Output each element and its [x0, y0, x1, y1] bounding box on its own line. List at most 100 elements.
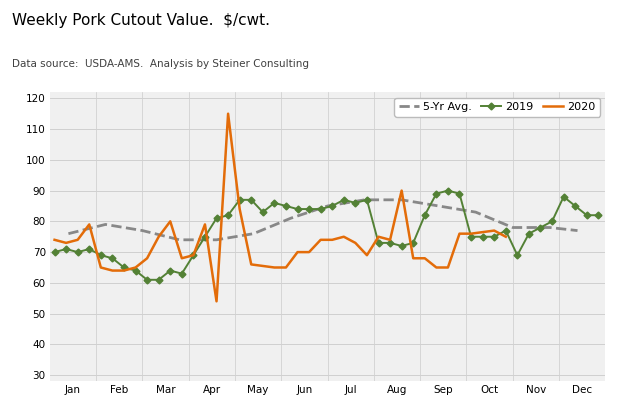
- 5-Yr Avg.: [435, 204, 442, 209]
- 2019: [432, 191, 440, 196]
- 2020: [305, 250, 313, 255]
- 2020: [294, 250, 301, 255]
- 2019: [583, 213, 590, 218]
- 2020: [467, 231, 475, 236]
- 2020: [74, 237, 81, 242]
- 5-Yr Avg.: [472, 210, 479, 215]
- 5-Yr Avg.: [398, 197, 406, 202]
- 2020: [155, 234, 162, 239]
- 2019: [85, 246, 93, 251]
- 2019: [386, 241, 394, 246]
- 2020: [409, 256, 417, 261]
- 5-Yr Avg.: [573, 228, 581, 233]
- 2019: [259, 210, 266, 215]
- 5-Yr Avg.: [102, 222, 109, 227]
- 2020: [352, 241, 359, 246]
- 2019: [456, 191, 463, 196]
- 5-Yr Avg.: [361, 197, 368, 202]
- 2019: [317, 207, 324, 212]
- 5-Yr Avg.: [139, 228, 146, 233]
- 2019: [595, 213, 602, 218]
- 2019: [201, 234, 208, 239]
- 2019: [467, 234, 475, 239]
- Text: Weekly Pork Cutout Value.  $/cwt.: Weekly Pork Cutout Value. $/cwt.: [12, 13, 270, 28]
- 2019: [537, 225, 544, 230]
- 2019: [398, 243, 406, 248]
- 2019: [120, 265, 128, 270]
- 2019: [409, 241, 417, 246]
- 2019: [190, 253, 197, 258]
- 2020: [282, 265, 290, 270]
- 2019: [225, 213, 232, 218]
- 2020: [363, 253, 371, 258]
- 2019: [375, 241, 383, 246]
- 2020: [271, 265, 278, 270]
- 2019: [479, 234, 486, 239]
- 2020: [236, 207, 243, 212]
- 2020: [328, 237, 336, 242]
- 2020: [340, 234, 348, 239]
- 5-Yr Avg.: [213, 237, 220, 242]
- 2019: [490, 234, 498, 239]
- 2020: [51, 237, 58, 242]
- 2019: [97, 253, 105, 258]
- Line: 2020: 2020: [54, 114, 506, 301]
- 2020: [375, 234, 383, 239]
- 2019: [167, 268, 174, 273]
- 2019: [294, 207, 301, 212]
- 2020: [190, 253, 197, 258]
- 2020: [132, 265, 139, 270]
- 5-Yr Avg.: [176, 237, 183, 242]
- 5-Yr Avg.: [287, 216, 295, 221]
- 2019: [305, 207, 313, 212]
- 2019: [328, 204, 336, 209]
- 2019: [421, 213, 429, 218]
- 2019: [560, 194, 567, 199]
- 2019: [340, 197, 348, 202]
- 2020: [502, 234, 510, 239]
- 2019: [444, 188, 452, 193]
- 5-Yr Avg.: [509, 225, 517, 230]
- 2020: [248, 262, 255, 267]
- 2019: [178, 271, 185, 276]
- 5-Yr Avg.: [250, 231, 257, 236]
- 2019: [282, 204, 290, 209]
- 2019: [525, 231, 533, 236]
- 5-Yr Avg.: [546, 225, 553, 230]
- 2019: [352, 200, 359, 205]
- 2020: [62, 241, 70, 246]
- 2019: [548, 219, 556, 224]
- 2020: [97, 265, 105, 270]
- 2020: [490, 228, 498, 233]
- 2019: [236, 197, 243, 202]
- 2020: [201, 222, 208, 227]
- 2020: [144, 256, 151, 261]
- 2019: [74, 250, 81, 255]
- 2019: [248, 197, 255, 202]
- 2019: [271, 200, 278, 205]
- 2019: [109, 256, 116, 261]
- 2020: [120, 268, 128, 273]
- 5-Yr Avg.: [65, 231, 72, 236]
- 2019: [51, 250, 58, 255]
- 2019: [572, 204, 579, 209]
- 2019: [514, 253, 521, 258]
- 2020: [444, 265, 452, 270]
- 2020: [178, 256, 185, 261]
- Text: Data source:  USDA-AMS.  Analysis by Steiner Consulting: Data source: USDA-AMS. Analysis by Stein…: [12, 59, 310, 69]
- 2020: [386, 237, 394, 242]
- Line: 5-Yr Avg.: 5-Yr Avg.: [69, 200, 577, 240]
- 2019: [155, 277, 162, 282]
- 2019: [363, 197, 371, 202]
- 2019: [62, 246, 70, 251]
- Line: 2019: 2019: [52, 188, 601, 282]
- 2020: [432, 265, 440, 270]
- 2019: [502, 228, 510, 233]
- 2020: [85, 222, 93, 227]
- 2019: [132, 268, 139, 273]
- 2020: [167, 219, 174, 224]
- 2020: [421, 256, 429, 261]
- 2020: [398, 188, 406, 193]
- 2020: [109, 268, 116, 273]
- 2020: [225, 111, 232, 116]
